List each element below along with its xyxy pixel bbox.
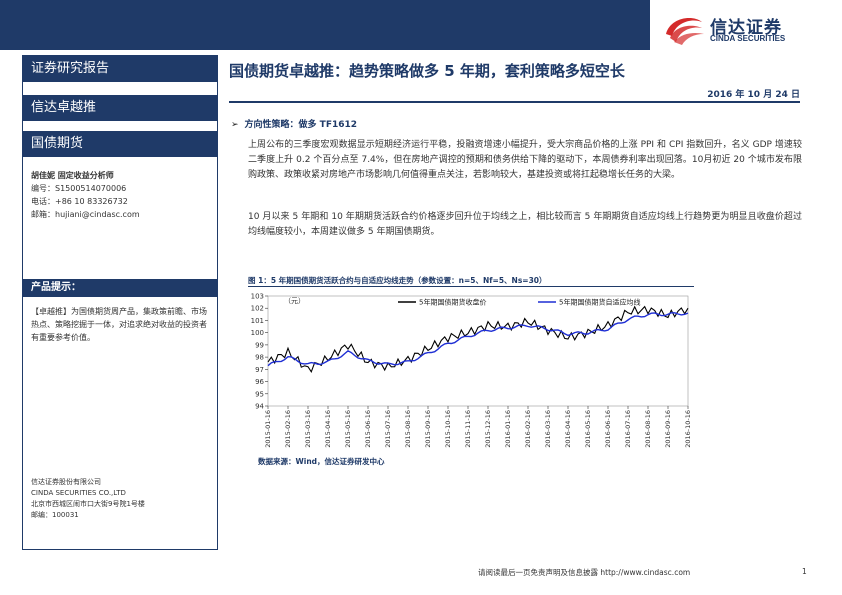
paragraph-1: 上周公布的三季度宏观数据显示短期经济运行平稳，投融资增速小幅提升，受大宗商品价格… — [248, 140, 802, 180]
figure-divider — [248, 286, 694, 287]
legend-label-1: 5年期国债期货收盘价 — [419, 298, 486, 307]
cinda-logo-icon — [666, 18, 704, 45]
x-tick-label: 2016-07-16 — [624, 410, 632, 448]
tips-title: 产品提示： — [23, 279, 217, 297]
series-line-1 — [267, 305, 689, 374]
x-tick-label: 2015-01-16 — [264, 410, 272, 448]
header-bar — [0, 0, 650, 50]
analyst-name: 胡佳妮 固定收益分析师 — [31, 171, 114, 180]
x-tick-label: 2015-12-16 — [484, 410, 492, 448]
data-source: 数据来源：Wind，信达证券研发中心 — [258, 457, 385, 466]
section-title: 方向性策略：做多 TF1612 — [244, 120, 358, 130]
series-label: 信达卓越推 — [23, 95, 217, 121]
arrow-bullet-icon: ➢ — [231, 120, 239, 130]
x-tick-label: 2015-05-16 — [344, 410, 352, 448]
y-tick-label: 98 — [255, 354, 264, 362]
y-tick-label: 100 — [251, 329, 264, 337]
section-heading: ➢ 方向性策略：做多 TF1612 — [231, 117, 357, 130]
cinda-logo: 信达证券 CINDA SECURITIES — [662, 12, 822, 46]
x-tick-label: 2015-11-16 — [464, 410, 472, 448]
x-tick-label: 2015-07-16 — [384, 410, 392, 448]
analyst-email: 邮箱：hujiani@cindasc.com — [31, 210, 140, 219]
x-tick-label: 2016-06-16 — [604, 410, 612, 448]
x-tick-label: 2016-02-16 — [524, 410, 532, 448]
title-divider — [229, 101, 800, 103]
footer-disclaimer: 请阅读最后一页免责声明及信息披露 http://www.cindasc.com — [478, 568, 691, 577]
y-tick-label: 95 — [255, 390, 264, 398]
x-tick-label: 2016-03-16 — [544, 410, 552, 448]
x-tick-label: 2015-04-16 — [324, 410, 332, 448]
company-address: 北京市西城区闹市口大街9号院1号楼 — [31, 500, 145, 508]
x-tick-label: 2015-09-16 — [424, 410, 432, 448]
y-tick-label: 99 — [255, 341, 264, 349]
report-date: 2016 年 10 月 24 日 — [707, 90, 800, 100]
logo-en-text: CINDA SECURITIES — [710, 34, 786, 43]
series-line-2 — [267, 312, 689, 367]
report-type-label: 证券研究报告 — [23, 56, 217, 82]
company-zip: 邮编：100031 — [31, 511, 79, 519]
plot-area — [267, 295, 689, 407]
company-info: 信达证券股份有限公司 CINDA SECURITIES CO.,LTD 北京市西… — [31, 477, 145, 521]
company-cn: 信达证券股份有限公司 — [31, 478, 101, 486]
x-tick-label: 2015-10-16 — [444, 410, 452, 448]
logo-cn-text: 信达证券 — [710, 18, 782, 38]
x-tick-label: 2015-08-16 — [404, 410, 412, 448]
category-label: 国债期货 — [23, 131, 217, 157]
x-tick-label: 2016-05-16 — [584, 410, 592, 448]
page-number: 1 — [802, 567, 807, 576]
y-tick-label: 101 — [251, 317, 264, 325]
sidebar: 证券研究报告 信达卓越推 国债期货 胡佳妮 固定收益分析师 编号：S150051… — [22, 55, 218, 550]
x-tick-label: 2016-08-16 — [644, 410, 652, 448]
y-tick-label: 103 — [251, 293, 264, 301]
y-tick-label: 94 — [255, 403, 264, 411]
x-tick-label: 2016-04-16 — [564, 410, 572, 448]
x-tick-label: 2015-02-16 — [284, 410, 292, 448]
tips-body: 【卓越推】为国债期货周产品，集政策前瞻、市场热点、策略挖掘于一体，对追求绝对收益… — [31, 307, 207, 342]
product-tips: 产品提示： 【卓越推】为国债期货周产品，集政策前瞻、市场热点、策略挖掘于一体，对… — [23, 279, 217, 344]
price-line-chart: 94 95 96 97 98 99 100 101 102 103 （元） 2015-01-16 201… — [251, 293, 692, 448]
analyst-id: 编号：S1500514070006 — [31, 184, 127, 193]
report-title: 国债期货卓越推：趋势策略做多 5 年期，套利策略多短空长 — [229, 62, 625, 80]
company-en: CINDA SECURITIES CO.,LTD — [31, 489, 126, 497]
analyst-info: 胡佳妮 固定收益分析师 编号：S1500514070006 电话：+86 10 … — [23, 157, 217, 221]
paragraph-2: 10 月以来 5 年期和 10 年期期货活跃合约价格逐步回升位于均线之上，相比较… — [248, 212, 802, 237]
y-tick-label: 102 — [251, 305, 264, 313]
x-tick-label: 2015-06-16 — [364, 410, 372, 448]
x-tick-label: 2016-10-16 — [684, 410, 692, 448]
y-tick-label: 96 — [255, 378, 264, 386]
x-tick-label: 2016-09-16 — [664, 410, 672, 448]
x-tick-label: 2015-03-16 — [304, 410, 312, 448]
y-tick-label: 97 — [255, 366, 264, 374]
x-tick-label: 2016-01-16 — [504, 410, 512, 448]
y-axis-label: （元） — [284, 297, 305, 305]
analyst-phone: 电话：+86 10 83326732 — [31, 197, 128, 206]
figure-title: 图 1：5 年期国债期货活跃合约与自适应均线走势（参数设置：n=5、Nf=5、N… — [248, 276, 547, 285]
legend-label-2: 5年期国债期货自适应均线 — [559, 298, 640, 307]
